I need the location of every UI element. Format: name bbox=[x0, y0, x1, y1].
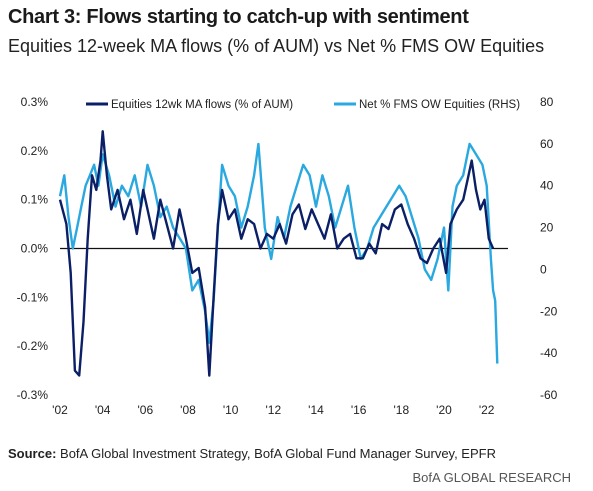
x-tick-label: '12 bbox=[266, 403, 282, 417]
x-tick-label: '18 bbox=[394, 403, 410, 417]
y-right-tick-label: 20 bbox=[540, 221, 554, 235]
x-tick-label: '10 bbox=[223, 403, 239, 417]
x-tick-label: '16 bbox=[351, 403, 367, 417]
y-right-tick-label: 40 bbox=[540, 179, 554, 193]
series-line-flows bbox=[58, 130, 495, 377]
y-left-tick-label: -0.3% bbox=[17, 388, 49, 402]
y-left-tick-label: -0.1% bbox=[17, 290, 49, 304]
y-left-tick-label: 0.1% bbox=[21, 193, 49, 207]
x-tick-label: '20 bbox=[436, 403, 452, 417]
y-left-tick-label: 0.0% bbox=[21, 242, 49, 256]
y-left-tick-label: -0.2% bbox=[17, 339, 49, 353]
x-tick-label: '04 bbox=[95, 403, 111, 417]
legend-fms-label: Net % FMS OW Equities (RHS) bbox=[359, 99, 520, 111]
y-right-tick-label: 60 bbox=[540, 137, 554, 151]
x-tick-label: '14 bbox=[308, 403, 324, 417]
y-left-tick-label: 0.2% bbox=[21, 144, 49, 158]
line-chart: -0.3% -0.2% -0.1% 0.0% 0.1% 0.2% 0.3% -60 -40 -20… bbox=[17, 95, 558, 417]
chart-title: Chart 3: Flows starting to catch-up with… bbox=[8, 6, 469, 28]
y-right-tick-label: -60 bbox=[540, 388, 558, 402]
legend-flows-label: Equities 12wk MA flows (% of AUM) bbox=[111, 99, 293, 111]
x-tick-label: '06 bbox=[138, 403, 154, 417]
source-label: Source: bbox=[8, 446, 57, 461]
x-tick-label: '08 bbox=[180, 403, 196, 417]
brand-footer: BofA GLOBAL RESEARCH bbox=[412, 470, 571, 485]
source-note: Source: BofA Global Investment Strategy,… bbox=[8, 446, 496, 461]
y-right-tick-label: 80 bbox=[540, 95, 554, 109]
y-left-tick-label: 0.3% bbox=[21, 95, 49, 109]
chart-subtitle: Equities 12-week MA flows (% of AUM) vs … bbox=[8, 36, 545, 56]
y-right-tick-label: -20 bbox=[540, 304, 558, 318]
y-right-tick-label: -40 bbox=[540, 346, 558, 360]
y-right-tick-label: 0 bbox=[540, 262, 547, 276]
x-tick-label: '22 bbox=[479, 403, 495, 417]
x-tick-label: '02 bbox=[52, 403, 68, 417]
source-text: BofA Global Investment Strategy, BofA Gl… bbox=[56, 446, 496, 461]
